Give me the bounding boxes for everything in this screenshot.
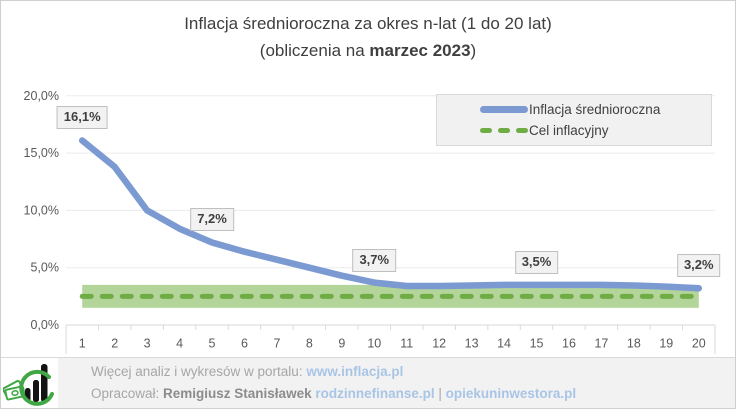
legend-label: Cel inflacyjny: [529, 123, 609, 139]
inflacja-logo: [1, 358, 58, 408]
inflation-line: [78, 137, 703, 292]
y-axis-label: 0,0%: [31, 318, 60, 332]
x-axis-label: 5: [209, 337, 216, 351]
x-axis-label: 2: [111, 337, 118, 351]
opiekuninwestora-link[interactable]: opiekuninwestora.pl: [445, 386, 577, 401]
x-axis-label: 20: [692, 337, 706, 351]
chart-title: Inflacja średnioroczna za okres n-lat (1…: [1, 10, 735, 64]
x-axis-label: 4: [176, 337, 183, 351]
x-axis-label: 3: [144, 337, 151, 351]
footer-line-2: Opracował: Remigiusz Stanisławek rodzinn…: [91, 386, 577, 401]
x-axis-label: 12: [432, 337, 446, 351]
chart-plot-area: 0,0%5,0%10,0%15,0%20,0%1 2 3 4 5 6 7 8 9 10 11 12 13…: [24, 89, 716, 354]
swoosh-icon: [19, 369, 54, 406]
inflacja-pl-link[interactable]: www.inflacja.pl: [306, 364, 404, 379]
footer-bar: Więcej analiz i wykresów w portalu: www.…: [1, 357, 735, 408]
x-axis-label: 19: [659, 337, 673, 351]
x-axis-label: 9: [338, 337, 345, 351]
y-axis-label: 5,0%: [31, 261, 60, 275]
chart-legend: Inflacja średnioroczna Cel inflacyjny: [436, 94, 712, 146]
y-axis-label: 20,0%: [24, 89, 59, 103]
x-axis-label: 10: [367, 337, 381, 351]
bars-icon: [25, 364, 48, 402]
x-axis-label: 8: [306, 337, 313, 351]
x-axis-label: 14: [497, 337, 511, 351]
legend-item-cel: Cel inflacyjny: [480, 123, 711, 138]
y-axis-label: 15,0%: [24, 146, 59, 160]
title-line-1: Inflacja średnioroczna za okres n-lat (1…: [184, 14, 552, 33]
x-axis-label: 1: [79, 337, 86, 351]
x-axis-label: 7: [273, 337, 280, 351]
dash-segment: [480, 128, 492, 134]
dash-segment: [516, 128, 528, 134]
x-axis-label: 11: [400, 337, 413, 351]
y-axis-label: 10,0%: [24, 203, 59, 217]
green-dash-swatch: [480, 128, 528, 134]
title-line-2: (obliczenia na marzec 2023): [259, 41, 477, 60]
x-axis-label: 6: [241, 337, 248, 351]
legend-label: Inflacja średnioroczna: [529, 101, 661, 117]
x-axis-label: 16: [562, 337, 576, 351]
footer-line-1: Więcej analiz i wykresów w portalu: www.…: [91, 364, 404, 379]
x-axis-label: 17: [594, 337, 608, 351]
x-axis-label: 18: [627, 337, 641, 351]
rodzinnefinanse-link[interactable]: rodzinnefinanse.pl: [315, 386, 435, 401]
x-axis-label: 13: [465, 337, 479, 351]
author-name: Remigiusz Stanisławek: [163, 386, 312, 401]
blue-line-swatch: [480, 105, 528, 113]
x-axis-label: 15: [530, 337, 544, 351]
legend-item-inflacja: Inflacja średnioroczna: [480, 102, 711, 117]
dash-segment: [498, 128, 510, 134]
footer-text: Więcej analiz i wykresów w portalu: www.…: [91, 361, 576, 405]
